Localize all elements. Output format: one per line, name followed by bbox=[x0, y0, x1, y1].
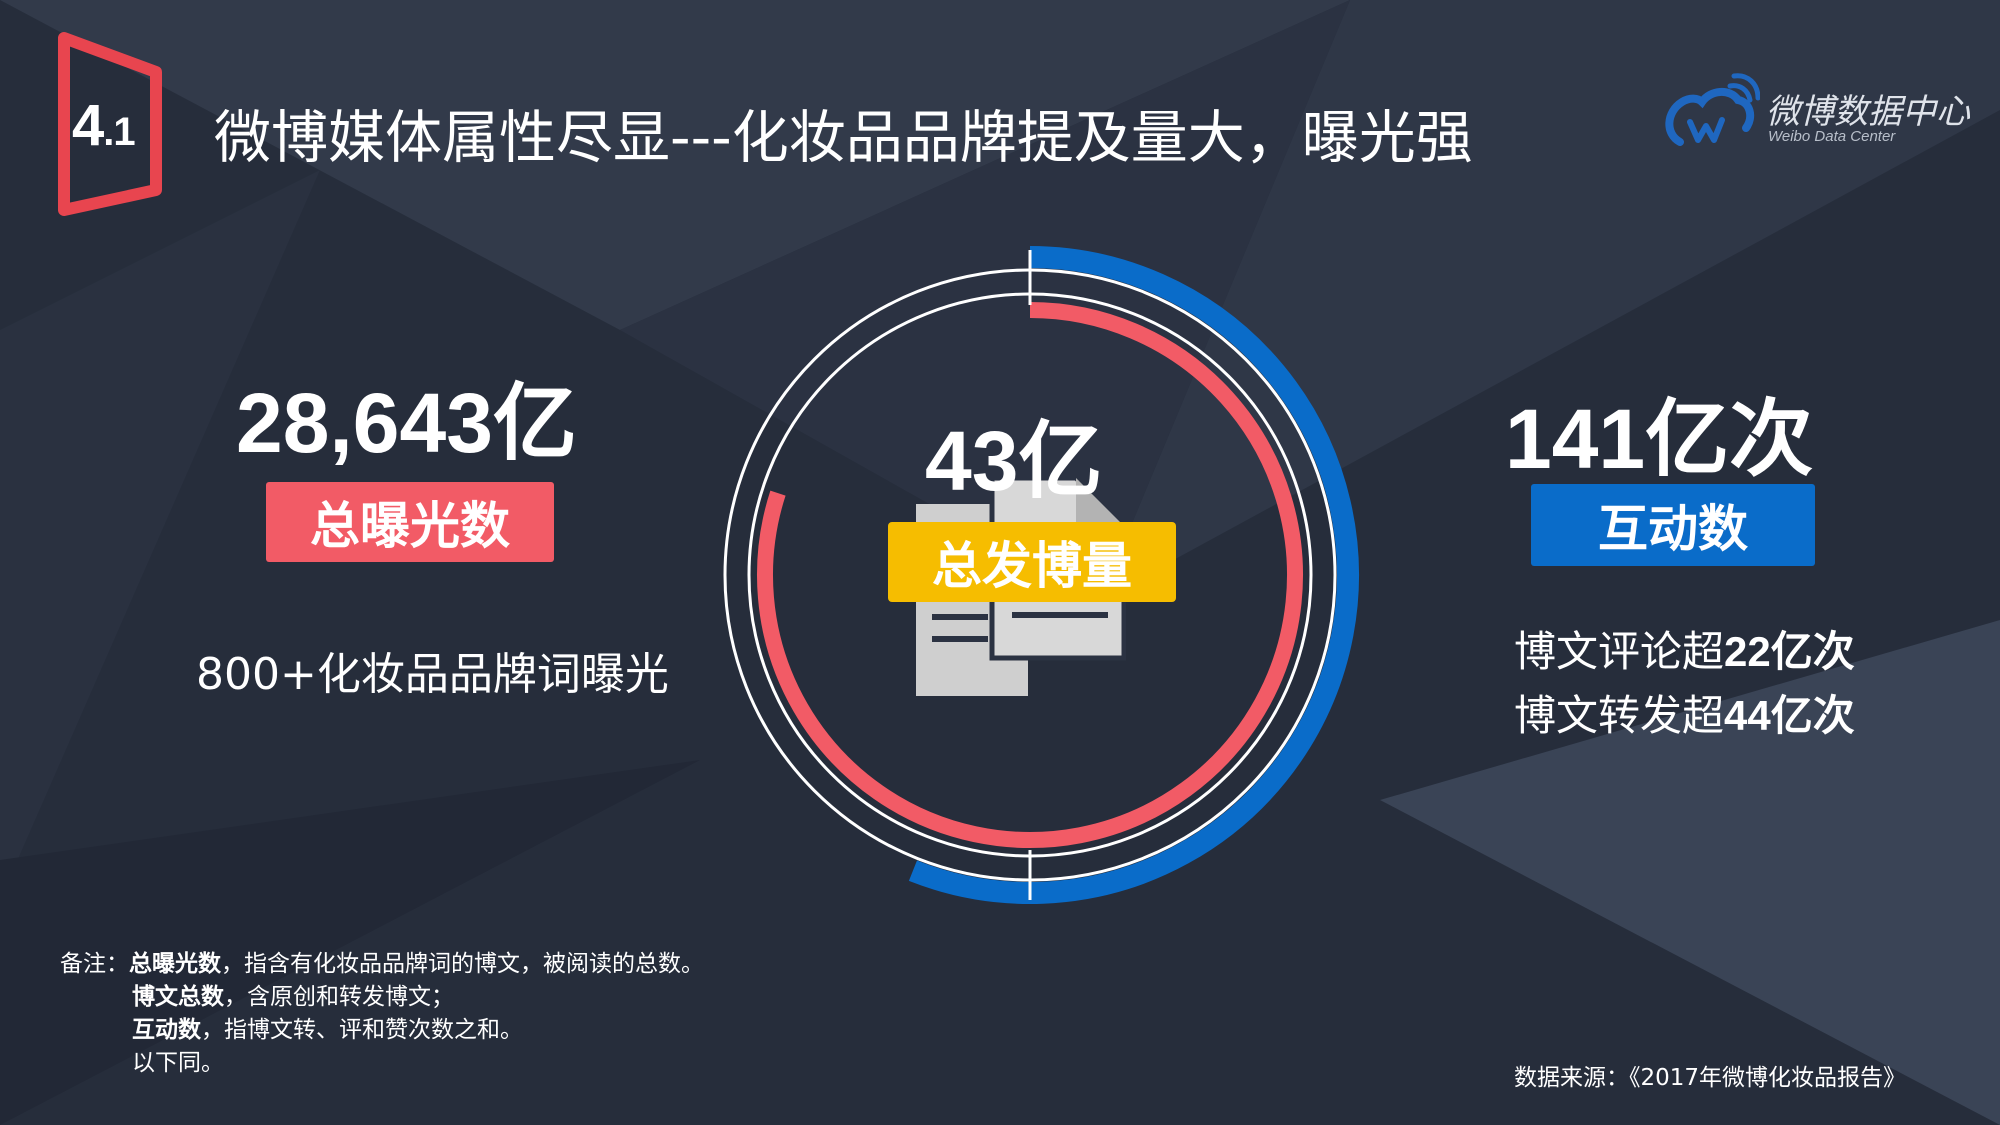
logo-subtitle: Weibo Data Center bbox=[1768, 128, 1896, 145]
section-sub-number: .1 bbox=[103, 110, 135, 154]
reposts-value: 44亿次 bbox=[1724, 692, 1855, 739]
weibo-logo-icon bbox=[1665, 73, 1760, 146]
notes: 备注：总曝光数，指含有化妆品品牌词的博文，被阅读的总数。 博文总数，含原创和转发… bbox=[60, 948, 704, 1080]
note-term: 互动数 bbox=[132, 1017, 201, 1043]
notes-footer: 以下同。 bbox=[132, 1050, 224, 1076]
blue-progress-arc bbox=[908, 246, 1359, 904]
red-progress-arc bbox=[757, 302, 1303, 848]
interactions-value: 141亿次 bbox=[1505, 392, 1814, 486]
reposts-line: 博文转发超44亿次 bbox=[1514, 682, 1855, 743]
page-title: 微博媒体属性尽显---化妆品品牌提及量大，曝光强 bbox=[214, 105, 1473, 171]
logo-title: 微博数据中心 bbox=[1766, 92, 1970, 132]
note-text: ，含原创和转发博文； bbox=[224, 984, 454, 1010]
comments-line: 博文评论超22亿次 bbox=[1514, 618, 1855, 679]
note-term: 总曝光数 bbox=[129, 951, 221, 977]
section-mark-icon bbox=[58, 32, 162, 216]
interactions-label: 互动数 bbox=[1531, 484, 1815, 566]
notes-prefix: 备注： bbox=[60, 951, 129, 977]
weibo-data-center-logo: 微博数据中心 Weibo Data Center bbox=[1660, 72, 1980, 162]
total-posts-label: 总发博量 bbox=[888, 522, 1176, 602]
note-term: 博文总数 bbox=[132, 984, 224, 1010]
total-posts-value: 43亿 bbox=[925, 414, 1103, 508]
note-row: 互动数，指博文转、评和赞次数之和。 bbox=[60, 1014, 704, 1047]
exposure-description: 800+化妆品品牌词曝光 bbox=[196, 649, 669, 700]
note-row: 博文总数，含原创和转发博文； bbox=[60, 981, 704, 1014]
total-exposure-label: 总曝光数 bbox=[266, 482, 554, 562]
note-row: 备注：总曝光数，指含有化妆品品牌词的博文，被阅读的总数。 bbox=[60, 948, 704, 981]
total-exposure-value: 28,643亿 bbox=[236, 376, 577, 470]
circle-ring-graphic bbox=[723, 246, 1359, 904]
data-source: 数据来源：《2017年微博化妆品报告》 bbox=[1514, 1065, 1907, 1091]
section-number: 4.1 bbox=[72, 93, 136, 158]
note-text: ，指含有化妆品品牌词的博文，被阅读的总数。 bbox=[221, 951, 704, 977]
note-text: ，指博文转、评和赞次数之和。 bbox=[201, 1017, 523, 1043]
reposts-prefix: 博文转发超 bbox=[1514, 691, 1725, 740]
comments-value: 22亿次 bbox=[1724, 628, 1855, 675]
comments-prefix: 博文评论超 bbox=[1514, 627, 1725, 676]
